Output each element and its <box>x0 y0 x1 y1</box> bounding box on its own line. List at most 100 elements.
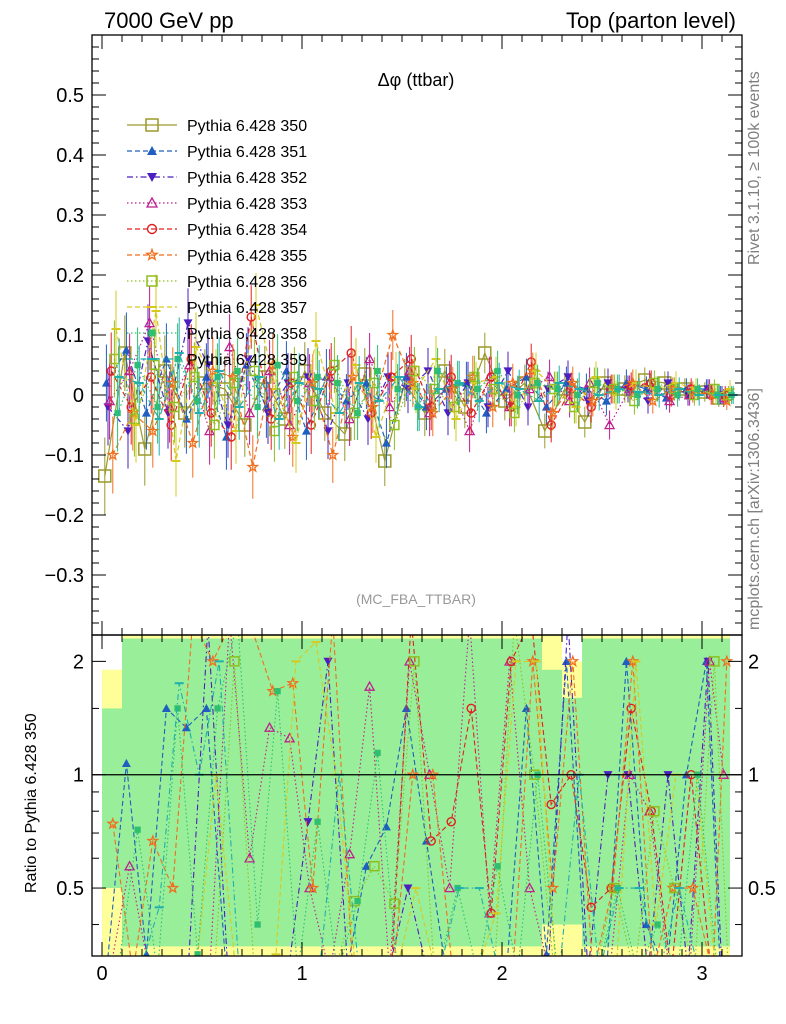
ratio-line <box>143 661 696 956</box>
data-point <box>123 427 133 436</box>
legend: Pythia 6.428 350 Pythia 6.428 351 Pythia 6… <box>127 118 307 369</box>
legend-entry: Pythia 6.428 359 <box>127 352 307 369</box>
data-point <box>386 328 400 341</box>
data-point <box>366 400 380 413</box>
series-6 <box>109 320 734 462</box>
data-point <box>523 383 536 394</box>
data-point <box>303 373 313 382</box>
data-point <box>154 403 161 411</box>
data-point <box>334 379 341 387</box>
y-tick-label: 0.1 <box>56 325 84 347</box>
ratio-band-inner <box>302 638 322 947</box>
data-point <box>654 385 661 393</box>
legend-label: Pythia 6.428 352 <box>187 170 307 187</box>
legend-marker <box>147 146 157 155</box>
data-point <box>534 379 541 387</box>
data-point <box>603 379 613 388</box>
ratio-band-inner <box>142 638 162 947</box>
data-point <box>103 395 116 406</box>
data-point <box>366 408 376 418</box>
data-point <box>283 419 296 430</box>
ratio-point <box>446 817 456 827</box>
legend-marker <box>145 196 159 208</box>
data-point <box>641 384 651 393</box>
legend-marker <box>146 223 158 235</box>
y-tick-label: 0.4 <box>56 145 84 167</box>
ratio-band-inner <box>642 638 662 947</box>
ratio-band-inner <box>462 638 482 947</box>
ratio-point <box>121 758 131 768</box>
ratio-band-inner <box>582 638 602 947</box>
data-point <box>409 365 420 377</box>
ratio-band-inner <box>102 708 122 889</box>
legend-marker <box>145 118 159 132</box>
data-point <box>234 367 241 375</box>
data-point <box>506 376 520 389</box>
data-point <box>434 367 441 375</box>
legend-label: Pythia 6.428 351 <box>187 144 307 161</box>
ratio-point <box>649 805 660 817</box>
ratio-band-inner <box>622 638 642 947</box>
data-point <box>546 406 560 419</box>
ratio-line <box>107 661 721 956</box>
ratio-point <box>561 656 571 665</box>
data-point <box>383 373 393 382</box>
ratio-band-inner <box>242 638 262 947</box>
legend-label: Pythia 6.428 353 <box>187 196 307 213</box>
data-point <box>281 366 291 375</box>
data-point <box>563 373 573 382</box>
header-left-label: 7000 GeV pp <box>104 8 234 33</box>
data-point <box>509 407 520 419</box>
ratio-point <box>546 799 556 810</box>
data-point <box>374 367 381 375</box>
legend-label: Pythia 6.428 356 <box>187 274 307 291</box>
data-point <box>469 371 480 383</box>
ratio-series-5 <box>106 635 734 956</box>
data-point <box>306 376 320 389</box>
x-tick-label: 2 <box>496 963 507 985</box>
main-plot-series <box>98 273 738 515</box>
data-point <box>421 402 431 411</box>
axes: −0.3 −0.2 −0.1 0 0.1 0.2 0.3 0.4 0.5 0 1 2 3 0.5 0.5 1 1… <box>45 34 776 985</box>
y-tick-label: −0.1 <box>45 445 84 467</box>
ratio-point <box>286 676 300 689</box>
data-point <box>663 379 673 388</box>
y-tick-label: 0.5 <box>56 85 84 107</box>
legend-label: Pythia 6.428 354 <box>187 222 307 239</box>
data-point <box>363 353 376 364</box>
data-point <box>463 425 476 436</box>
data-point <box>546 420 556 430</box>
y-tick-label: 0.3 <box>56 205 84 227</box>
data-point <box>494 367 501 375</box>
ratio-point <box>166 881 180 894</box>
data-point <box>243 407 256 418</box>
ratio-point <box>361 861 371 870</box>
data-point <box>343 413 356 424</box>
legend-entry: Pythia 6.428 351 <box>127 144 307 161</box>
data-point <box>543 371 556 382</box>
header-right-label: Top (parton level) <box>566 8 736 33</box>
data-point <box>481 408 491 417</box>
data-point <box>223 421 233 430</box>
legend-marker <box>148 329 156 337</box>
data-point <box>478 346 492 360</box>
legend-marker <box>146 275 158 287</box>
ratio-tick-label-right: 1 <box>748 765 759 787</box>
ratio-band-inner <box>562 697 582 925</box>
ratio-point <box>641 920 651 929</box>
ratio-band-inner <box>542 669 562 925</box>
legend-entry: Pythia 6.428 350 <box>127 118 307 135</box>
data-point <box>443 409 453 418</box>
data-point <box>186 436 200 449</box>
data-point <box>183 319 193 328</box>
legend-entry: Pythia 6.428 356 <box>127 274 307 291</box>
data-point <box>586 402 596 412</box>
data-point <box>594 379 601 387</box>
data-point <box>486 400 500 413</box>
ratio-band-inner <box>262 638 282 947</box>
data-point <box>694 385 701 393</box>
ratio-series-1 <box>107 656 721 956</box>
legend-entry: Pythia 6.428 352 <box>127 170 307 187</box>
legend-label: Pythia 6.428 359 <box>187 352 307 369</box>
data-point <box>354 409 361 417</box>
